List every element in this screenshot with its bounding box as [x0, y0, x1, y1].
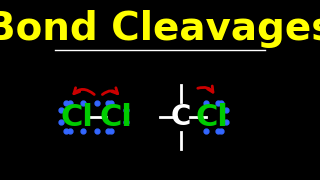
FancyArrowPatch shape: [74, 88, 94, 95]
Text: Cl: Cl: [60, 102, 93, 132]
FancyArrowPatch shape: [102, 88, 118, 95]
Text: Bond Cleavages: Bond Cleavages: [0, 10, 320, 48]
Text: C: C: [171, 103, 191, 131]
Text: Cl: Cl: [195, 102, 228, 132]
Text: Cl: Cl: [100, 102, 132, 132]
FancyArrowPatch shape: [198, 86, 213, 92]
